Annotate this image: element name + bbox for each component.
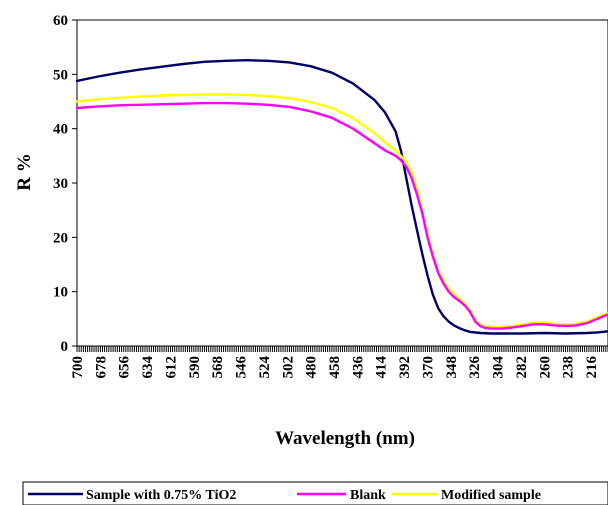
- legend-label: Sample with 0.75% TiO2: [86, 488, 236, 503]
- x-tick-label: 392: [397, 356, 413, 379]
- x-tick-label: 546: [234, 356, 250, 379]
- legend: Sample with 0.75% TiO2 Blank Modified samp…: [22, 481, 608, 505]
- x-tick-label: 326: [467, 356, 483, 379]
- y-tick-label: 30: [53, 176, 68, 192]
- y-axis-label: R %: [14, 153, 35, 190]
- x-tick-label: 568: [210, 356, 226, 379]
- x-tick-label: 656: [117, 356, 133, 379]
- legend-label: Blank: [350, 488, 386, 503]
- series-line-0: [75, 59, 608, 335]
- x-tick-label: 414: [374, 356, 390, 379]
- x-axis-label: Wavelength (nm): [275, 428, 415, 449]
- y-tick-label: 10: [53, 285, 68, 301]
- series-line-1: [75, 101, 608, 330]
- x-tick-label: 700: [70, 356, 86, 379]
- y-tick-label: 0: [61, 339, 69, 355]
- y-tick-label: 60: [53, 13, 68, 29]
- x-tick-label: 612: [164, 356, 180, 379]
- x-tick-label: 590: [187, 356, 203, 379]
- x-tick-label: 436: [350, 356, 366, 379]
- x-tick-label: 304: [491, 356, 507, 379]
- x-tick-label: 370: [421, 356, 437, 379]
- x-tick-label: 216: [584, 356, 600, 379]
- x-tick-label: 678: [93, 356, 109, 379]
- x-tick-label: 480: [304, 356, 320, 379]
- x-tick-label: 282: [514, 356, 530, 379]
- x-tick-label: 634: [140, 356, 156, 379]
- y-axis: 0 10 20 30 40 50 60: [53, 13, 77, 355]
- x-tick-label: 524: [257, 356, 273, 379]
- x-tick-label: 458: [327, 356, 343, 379]
- x-axis: 700 678 656 634 612 590 568 546 524 502 480 458 436 4…: [70, 346, 608, 379]
- y-tick-label: 20: [53, 230, 68, 246]
- x-tick-label: 348: [444, 356, 460, 379]
- y-tick-label: 40: [53, 122, 68, 138]
- x-tick-label: 238: [561, 356, 577, 379]
- y-tick-label: 50: [53, 67, 68, 83]
- x-tick-label: 502: [280, 356, 296, 379]
- series-lines: [75, 59, 608, 335]
- legend-label: Modified sample: [441, 488, 541, 503]
- x-tick-label: 260: [537, 356, 553, 379]
